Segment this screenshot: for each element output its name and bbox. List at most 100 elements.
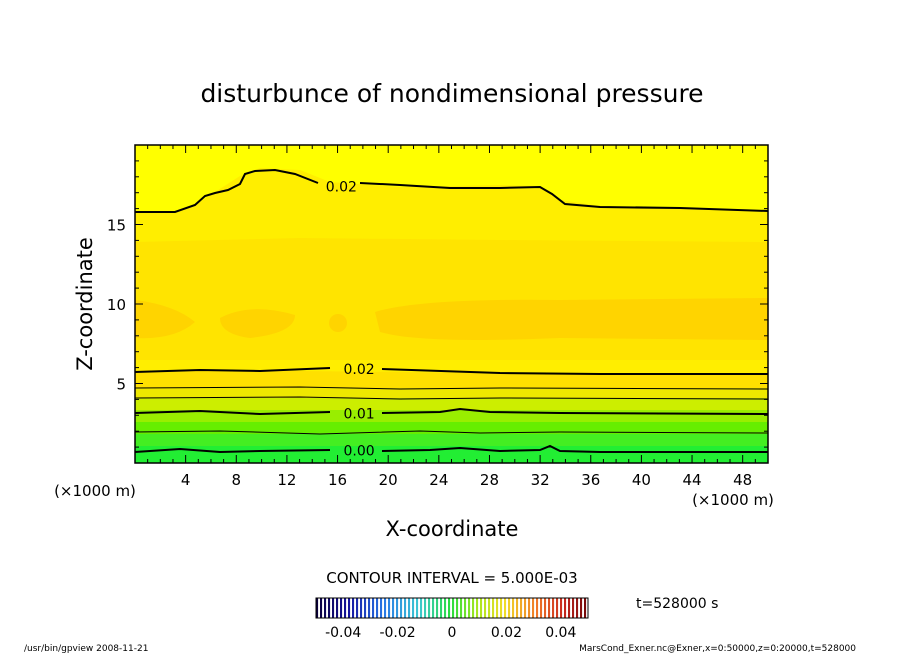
colorbar-stripe bbox=[380, 598, 383, 618]
chart-title: disturbunce of nondimensional pressure bbox=[200, 79, 703, 108]
colorbar-stripe bbox=[468, 598, 471, 618]
y-tick-labels: 5 10 15 bbox=[107, 217, 126, 394]
colorbar-stripe bbox=[412, 598, 415, 618]
colorbar-tick-label: 0.04 bbox=[545, 625, 576, 641]
contour-thin-a bbox=[135, 386, 768, 390]
x-tick-label: 28 bbox=[480, 471, 499, 489]
colorbar-stripe bbox=[500, 598, 503, 618]
colorbar-stripe bbox=[428, 598, 431, 618]
colorbar-gap bbox=[502, 598, 504, 618]
colorbar-tick-label: 0 bbox=[448, 625, 457, 641]
x-tick-label: 32 bbox=[531, 471, 550, 489]
colorbar-stripe bbox=[552, 598, 555, 618]
y-tick-label: 5 bbox=[116, 376, 126, 394]
contour-001 bbox=[135, 407, 768, 416]
colorbar-gap bbox=[454, 598, 456, 618]
colorbar-gap bbox=[366, 598, 368, 618]
colorbar-gap bbox=[466, 598, 468, 618]
colorbar-stripe bbox=[352, 598, 355, 618]
colorbar-gap bbox=[398, 598, 400, 618]
colorbar-stripe bbox=[420, 598, 423, 618]
colorbar-stripe bbox=[536, 598, 539, 618]
colorbar-stripe bbox=[464, 598, 467, 618]
colorbar-gap bbox=[370, 598, 372, 618]
contour-lower-002 bbox=[135, 367, 768, 375]
x-tick-label: 8 bbox=[232, 471, 242, 489]
x-tick-label: 20 bbox=[379, 471, 398, 489]
colorbar-gap bbox=[470, 598, 472, 618]
colorbar-gap bbox=[474, 598, 476, 618]
colorbar-gap bbox=[418, 598, 420, 618]
colorbar-gap bbox=[482, 598, 484, 618]
colorbar-gap bbox=[390, 598, 392, 618]
field-band-core bbox=[135, 298, 768, 340]
colorbar-stripe bbox=[432, 598, 435, 618]
colorbar-stripe bbox=[548, 598, 551, 618]
colorbar-gap bbox=[562, 598, 564, 618]
colorbar-gap bbox=[570, 598, 572, 618]
colorbar-gap bbox=[346, 598, 348, 618]
colorbar-stripe bbox=[472, 598, 475, 618]
footer-left: /usr/bin/gpview 2008-11-21 bbox=[24, 644, 148, 654]
colorbar-gap bbox=[522, 598, 524, 618]
colorbar-gap bbox=[350, 598, 352, 618]
colorbar-stripe bbox=[340, 598, 343, 618]
colorbar-stripe bbox=[320, 598, 323, 618]
colorbar-stripe bbox=[488, 598, 491, 618]
colorbar-gap bbox=[386, 598, 388, 618]
colorbar-stripe bbox=[368, 598, 371, 618]
colorbar-stripe bbox=[544, 598, 547, 618]
x-tick-label: 36 bbox=[581, 471, 600, 489]
contour-label: 0.02 bbox=[343, 362, 374, 378]
colorbar-gap bbox=[378, 598, 380, 618]
colorbar-stripe bbox=[328, 598, 331, 618]
colorbar-gap bbox=[462, 598, 464, 618]
colorbar-gap bbox=[542, 598, 544, 618]
colorbar-stripe bbox=[324, 598, 327, 618]
colorbar-stripe bbox=[524, 598, 527, 618]
x-tick-label: 4 bbox=[181, 471, 191, 489]
contour-labels: 0.02 0.02 0.01 0.00 bbox=[326, 179, 375, 459]
colorbar-gap bbox=[498, 598, 500, 618]
colorbar-gap bbox=[434, 598, 436, 618]
colorbar-stripe bbox=[460, 598, 463, 618]
colorbar-stripe bbox=[376, 598, 379, 618]
time-text: t=528000 s bbox=[636, 596, 718, 612]
x-tick-labels: 4 8 12 16 20 24 28 32 36 40 44 48 bbox=[181, 471, 752, 489]
colorbar-stripe bbox=[516, 598, 519, 618]
colorbar-stripe bbox=[508, 598, 511, 618]
colorbar-gap bbox=[578, 598, 580, 618]
colorbar-stripe bbox=[456, 598, 459, 618]
colorbar-stripe bbox=[496, 598, 499, 618]
colorbar-stripe bbox=[360, 598, 363, 618]
colorbar-stripe bbox=[440, 598, 443, 618]
colorbar-gap bbox=[558, 598, 560, 618]
colorbar-stripe bbox=[520, 598, 523, 618]
colorbar-gap bbox=[402, 598, 404, 618]
colorbar-stripe bbox=[452, 598, 455, 618]
colorbar-gap bbox=[510, 598, 512, 618]
colorbar-stripe bbox=[556, 598, 559, 618]
y-tick-label: 15 bbox=[107, 217, 126, 235]
contour-label: 0.01 bbox=[343, 407, 374, 423]
colorbar-stripe bbox=[408, 598, 411, 618]
colorbar-gap bbox=[526, 598, 528, 618]
colorbar-stripe bbox=[316, 598, 319, 618]
colorbar-stripe bbox=[384, 598, 387, 618]
colorbar-stripe bbox=[336, 598, 339, 618]
colorbar-gap bbox=[458, 598, 460, 618]
colorbar-gap bbox=[438, 598, 440, 618]
colorbar-stripe bbox=[392, 598, 395, 618]
footer-right: MarsCond_Exner.nc@Exner,x=0:50000,z=0:20… bbox=[579, 644, 856, 654]
colorbar-gap bbox=[430, 598, 432, 618]
colorbar-gap bbox=[450, 598, 452, 618]
colorbar-stripe bbox=[572, 598, 575, 618]
colorbar-stripe bbox=[484, 598, 487, 618]
x-tick-label: 12 bbox=[277, 471, 296, 489]
colorbar-gap bbox=[382, 598, 384, 618]
colorbar-gap bbox=[518, 598, 520, 618]
colorbar-stripe bbox=[512, 598, 515, 618]
colorbar-stripe bbox=[528, 598, 531, 618]
colorbar-stripe bbox=[448, 598, 451, 618]
